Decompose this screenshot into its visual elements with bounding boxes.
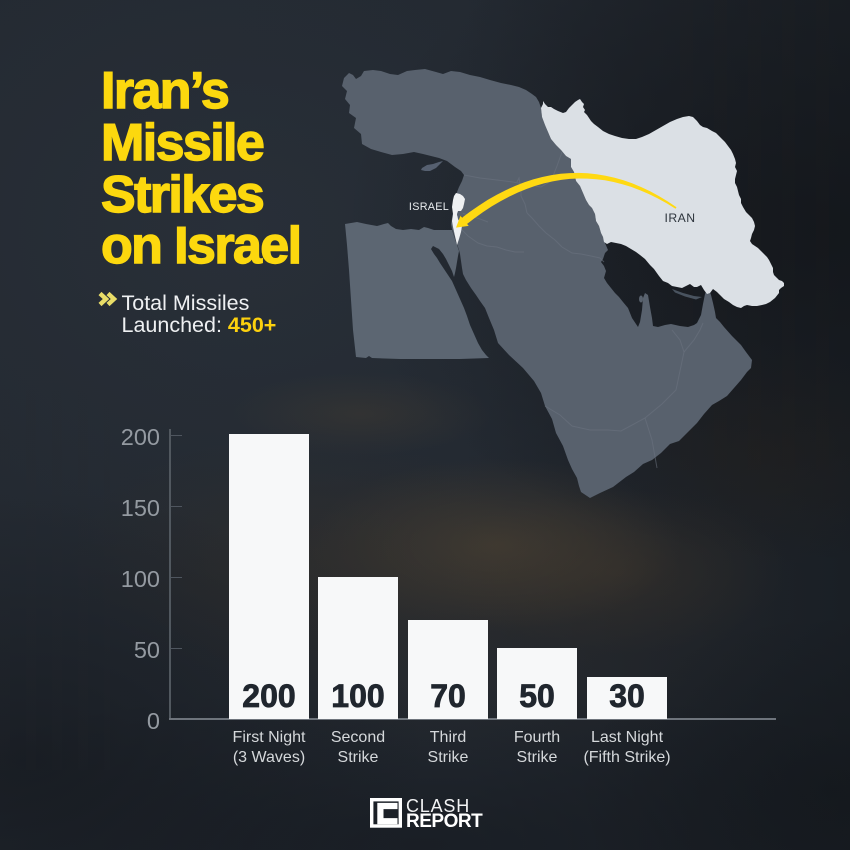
svg-text:IRAN: IRAN: [664, 211, 695, 225]
svg-text:ISRAEL: ISRAEL: [409, 201, 449, 213]
